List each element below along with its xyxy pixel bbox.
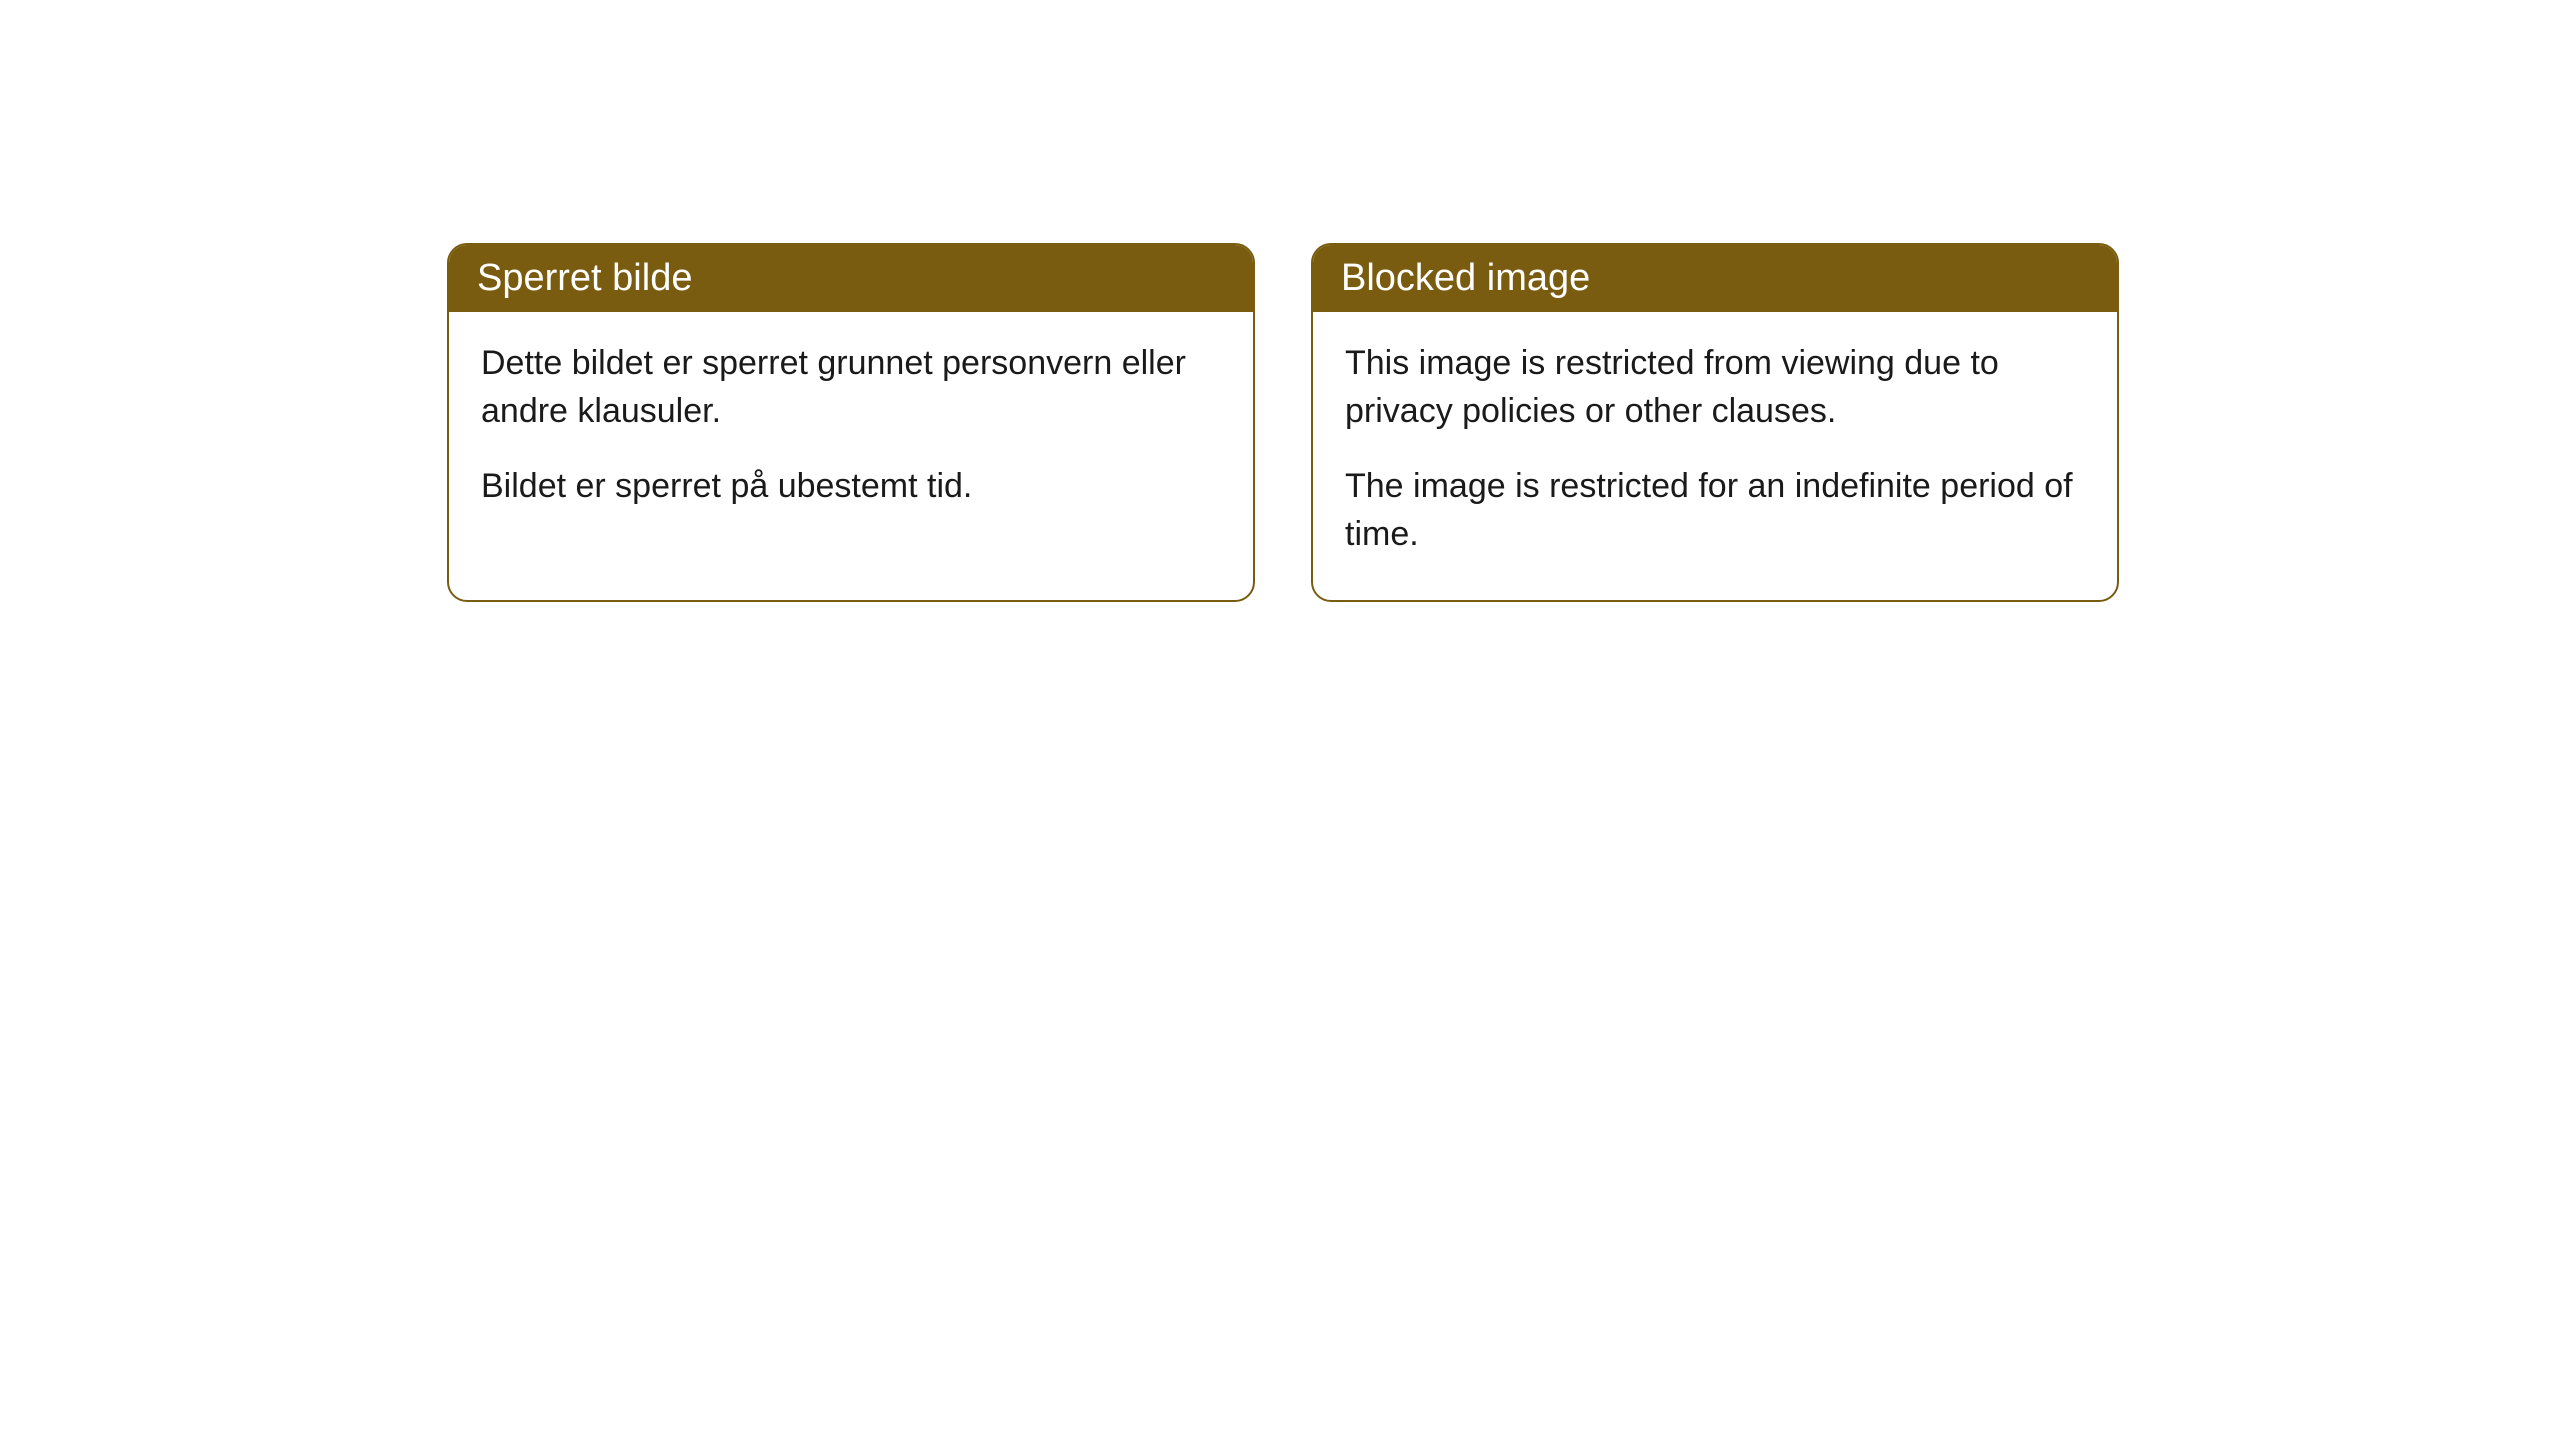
card-paragraph: Bildet er sperret på ubestemt tid. (481, 463, 1221, 511)
card-body: This image is restricted from viewing du… (1313, 312, 2117, 600)
card-title: Sperret bilde (477, 257, 692, 299)
blocked-image-card-norwegian: Sperret bilde Dette bildet er sperret gr… (447, 243, 1255, 602)
card-paragraph: Dette bildet er sperret grunnet personve… (481, 340, 1221, 435)
card-header: Blocked image (1313, 245, 2117, 312)
cards-container: Sperret bilde Dette bildet er sperret gr… (0, 0, 2560, 602)
card-paragraph: The image is restricted for an indefinit… (1345, 463, 2085, 558)
card-header: Sperret bilde (449, 245, 1253, 312)
card-paragraph: This image is restricted from viewing du… (1345, 340, 2085, 435)
blocked-image-card-english: Blocked image This image is restricted f… (1311, 243, 2119, 602)
card-body: Dette bildet er sperret grunnet personve… (449, 312, 1253, 553)
card-title: Blocked image (1341, 257, 1590, 299)
